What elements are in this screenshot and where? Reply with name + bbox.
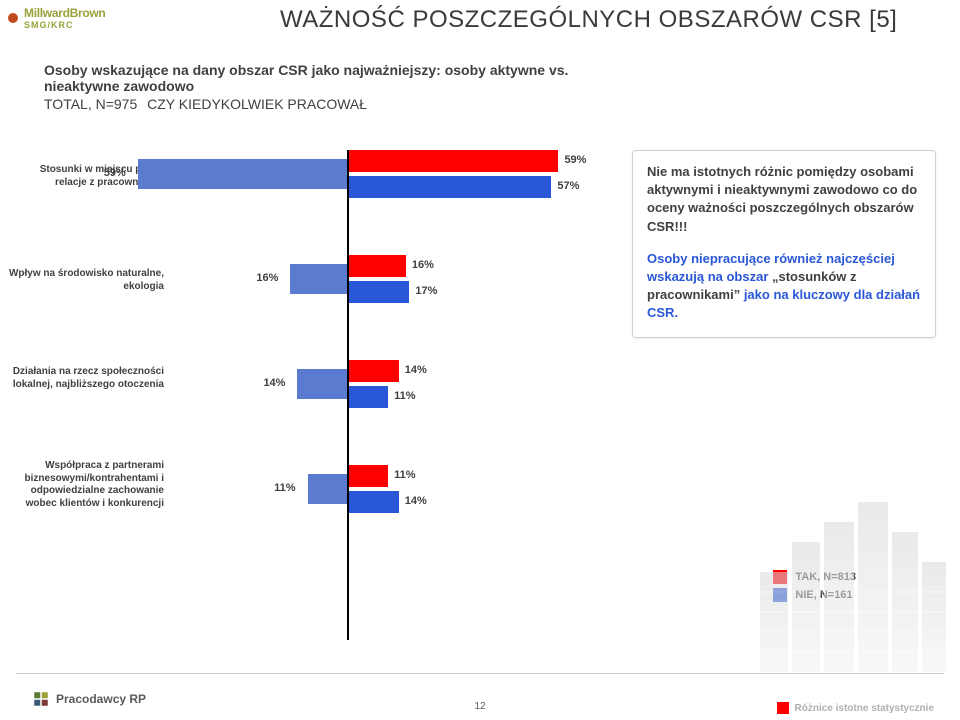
brand-sub: SMG/KRC <box>24 20 105 30</box>
bar-tak-value: 11% <box>394 469 415 481</box>
bar-nie-value: 17% <box>415 285 437 297</box>
breakdown-label: CZY KIEDYKOLWIEK PRACOWAŁ <box>147 96 367 112</box>
subtitle: Osoby wskazujące na dany obszar CSR jako… <box>44 62 650 112</box>
total-bar <box>308 474 347 504</box>
commentary-box: Nie ma istotnych różnic pomiędzy osobami… <box>632 150 936 338</box>
bar-nie <box>349 386 388 408</box>
brand-logo-textwrap: MillwardBrown SMG/KRC <box>24 6 105 30</box>
brand-name: MillwardBrown <box>24 6 105 20</box>
total-bar <box>290 264 347 294</box>
brand-logo: MillwardBrown SMG/KRC <box>8 6 105 30</box>
bar-tak <box>349 255 406 277</box>
footer-logo-icon <box>32 690 50 708</box>
legend-row-nie: NIE, N=161 <box>773 588 856 602</box>
bar-tak <box>349 150 558 172</box>
total-bar-value: 11% <box>274 482 295 494</box>
bar-tak <box>349 360 399 382</box>
bar-tak-value: 16% <box>412 259 434 271</box>
bars-area: 59%59%57%16%16%17%14%14%11%11%11%14% <box>164 150 600 640</box>
commentary-p2: Osoby niepracujące również najczęściej w… <box>647 250 921 323</box>
footnote-text: Różnice istotne statystycznie <box>795 703 934 714</box>
legend-swatch-tak <box>773 570 787 584</box>
bar-tak <box>349 465 388 487</box>
subtitle-line-1: Osoby wskazujące na dany obszar CSR jako… <box>44 62 650 78</box>
subtitle-line-2: nieaktywne zawodowo <box>44 78 650 94</box>
bar-tak-value: 14% <box>405 364 427 376</box>
subtitle-line-3: TOTAL, N=975 CZY KIEDYKOLWIEK PRACOWAŁ <box>44 96 650 112</box>
total-n-label: TOTAL, N=975 <box>44 96 137 112</box>
brand-logo-dot <box>8 13 18 23</box>
total-bar <box>138 159 347 189</box>
row-label: Działania na rzecz społeczności lokalnej… <box>8 366 164 391</box>
page-number: 12 <box>474 701 485 712</box>
legend-label-nie: NIE, N=161 <box>795 589 852 601</box>
total-bar-value: 59% <box>104 167 126 179</box>
bar-nie-value: 14% <box>405 495 427 507</box>
legend-row-tak: TAK, N=813 <box>773 570 856 584</box>
bar-tak-value: 59% <box>564 154 586 166</box>
bar-nie <box>349 491 399 513</box>
bar-nie-value: 11% <box>394 390 415 402</box>
commentary-p1: Nie ma istotnych różnic pomiędzy osobami… <box>647 163 921 236</box>
row-label: Wpływ na środowisko naturalne, ekologia <box>8 268 164 293</box>
legend-swatch-nie <box>773 588 787 602</box>
total-bar-value: 16% <box>256 272 278 284</box>
legend-label-tak: TAK, N=813 <box>795 571 856 583</box>
footnote: Różnice istotne statystycznie <box>777 702 934 714</box>
bar-chart: Stosunki w miejscu pracy, relacje z prac… <box>0 150 600 640</box>
footnote-swatch <box>777 702 789 714</box>
footer-separator <box>16 673 944 674</box>
total-bar-value: 14% <box>263 377 285 389</box>
bar-nie-value: 57% <box>557 180 579 192</box>
bar-nie <box>349 176 551 198</box>
commentary-p2-pre: Osoby niepracujące również najczęściej w… <box>647 251 895 284</box>
row-label: Współpraca z partnerami biznesowymi/kont… <box>8 460 164 510</box>
slide-title: WAŻNOŚĆ POSZCZEGÓLNYCH OBSZARÓW CSR [5] <box>280 6 897 34</box>
footer-logo-text: Pracodawcy RP <box>56 692 146 706</box>
bar-nie <box>349 281 409 303</box>
total-bar <box>297 369 347 399</box>
footer-logo: Pracodawcy RP <box>32 690 146 708</box>
legend: TAK, N=813 NIE, N=161 <box>773 570 856 606</box>
